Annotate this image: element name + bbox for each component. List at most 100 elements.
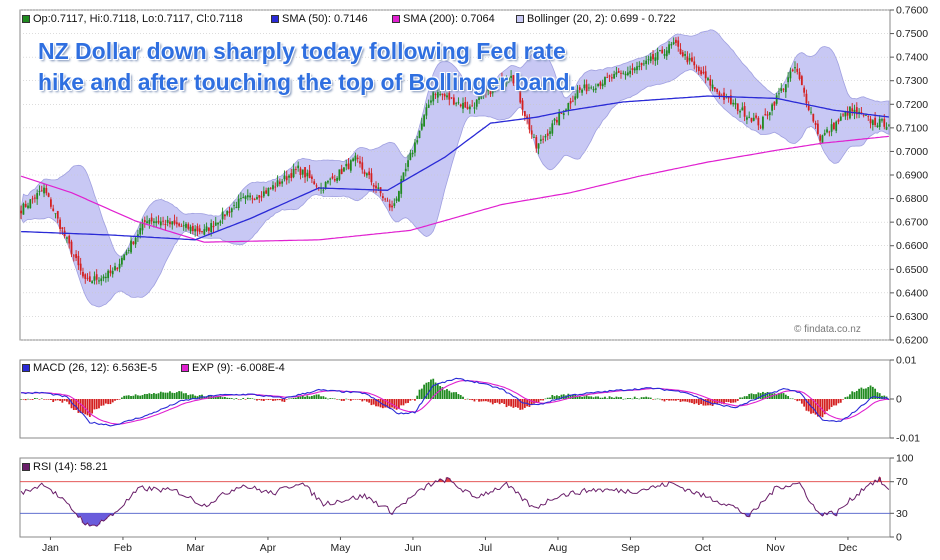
price-tick-label: 0.7300 [896, 75, 928, 87]
price-candle [578, 84, 581, 93]
price-candle [654, 52, 657, 66]
price-candle [452, 94, 455, 106]
price-candle [668, 41, 670, 55]
price-candle [104, 272, 107, 283]
macd-histogram-bar [150, 394, 153, 399]
price-candle [146, 215, 148, 224]
macd-histogram-bar [757, 392, 760, 399]
sma200-line [20, 135, 889, 243]
price-candle [102, 274, 105, 282]
macd-histogram-bar [398, 399, 400, 409]
macd-histogram-bar [47, 399, 50, 400]
price-candle [272, 181, 274, 191]
macd-histogram-bar [31, 399, 34, 400]
price-candle [224, 213, 226, 220]
macd-histogram-bar [599, 397, 602, 399]
macd-histogram-bar [118, 399, 121, 400]
price-candle [123, 253, 126, 261]
macd-histogram-bar [567, 393, 570, 399]
macd-histogram-bar [743, 396, 746, 399]
price-candle [812, 113, 815, 123]
macd-histogram-bar [750, 393, 753, 399]
price-candle [645, 55, 648, 70]
macd-histogram-bar [452, 392, 455, 399]
price-candle [576, 85, 579, 99]
macd-histogram-bar [629, 398, 632, 399]
price-candle [434, 92, 437, 100]
macd-histogram-bar [20, 399, 23, 400]
macd-histogram-bar [466, 398, 469, 400]
exp-legend: EXP (9): -6.008E-4 [181, 362, 285, 374]
price-candle [288, 174, 290, 184]
price-candle [505, 75, 508, 87]
macd-histogram-bar [233, 398, 235, 400]
macd-histogram-bar [647, 397, 650, 399]
price-candle [510, 70, 512, 82]
x-tick-label: Aug [549, 542, 568, 554]
macd-histogram-bar [219, 396, 222, 399]
macd-histogram-bar [175, 392, 178, 399]
price-candle [572, 95, 574, 103]
price-candle [189, 224, 192, 234]
price-candle [336, 176, 338, 184]
price-candle [826, 126, 828, 134]
macd-histogram-bar [50, 399, 52, 400]
macd-histogram-bar [404, 399, 407, 404]
macd-histogram-bar [865, 388, 867, 399]
x-tick-label: Mar [186, 542, 205, 554]
price-candle [636, 61, 638, 74]
macd-histogram-bar [649, 397, 652, 399]
macd-histogram-bar [338, 398, 341, 400]
price-candle [411, 149, 414, 158]
macd-histogram-bar [132, 395, 135, 399]
macd-histogram-bar [418, 389, 421, 399]
macd-panel: 0.01 0 -0.01 [19, 355, 920, 445]
macd-histogram-bar [732, 399, 735, 403]
macd-histogram-bar [450, 392, 453, 399]
macd-histogram-bar [173, 393, 176, 399]
price-candle [853, 104, 856, 120]
price-candle [803, 85, 806, 97]
price-candle [711, 79, 714, 92]
price-candle [33, 194, 36, 203]
price-candle [315, 183, 318, 189]
price-candle [370, 168, 373, 186]
macd-histogram-bar [343, 399, 345, 401]
macd-histogram-bar [496, 399, 499, 403]
macd-histogram-bar [691, 399, 693, 404]
price-candle [789, 67, 792, 82]
price-candle [496, 80, 499, 88]
price-candle [130, 235, 132, 255]
x-axis: Jan Feb Mar Apr May Jun Jul Aug Sep Oct Nov Dec [42, 537, 857, 554]
macd-histogram-bar [526, 399, 529, 407]
macd-histogram-bar [116, 399, 119, 400]
price-candle [349, 159, 352, 173]
price-candle [292, 163, 295, 179]
price-candle [691, 52, 693, 63]
macd-histogram-bar [432, 378, 435, 399]
price-candle [427, 99, 430, 109]
price-candle [638, 61, 641, 71]
price-candle [436, 88, 439, 104]
price-candle [414, 139, 416, 157]
price-candle [542, 135, 545, 144]
macd-histogram-bar [739, 397, 741, 399]
price-tick-label: 0.7400 [896, 52, 928, 64]
macd-histogram-bar [196, 396, 199, 399]
exp-legend-text: EXP (9): -6.008E-4 [192, 362, 285, 374]
x-tick-label: May [331, 542, 352, 554]
macd-histogram-bar [235, 398, 238, 399]
price-candle [652, 50, 654, 65]
macd-histogram-bar [549, 397, 551, 399]
macd-histogram-bar [356, 399, 359, 400]
macd-histogram-bar [796, 399, 799, 402]
price-candle [169, 217, 171, 228]
macd-histogram-bar [617, 397, 620, 399]
price-candle [269, 187, 272, 190]
macd-histogram-bar [100, 399, 103, 406]
macd-histogram-bar [491, 399, 494, 405]
price-candle [66, 236, 68, 244]
macd-legend: MACD (26, 12): 6.563E-5 [22, 362, 157, 374]
price-candle [384, 197, 387, 202]
price-candle [116, 267, 119, 272]
